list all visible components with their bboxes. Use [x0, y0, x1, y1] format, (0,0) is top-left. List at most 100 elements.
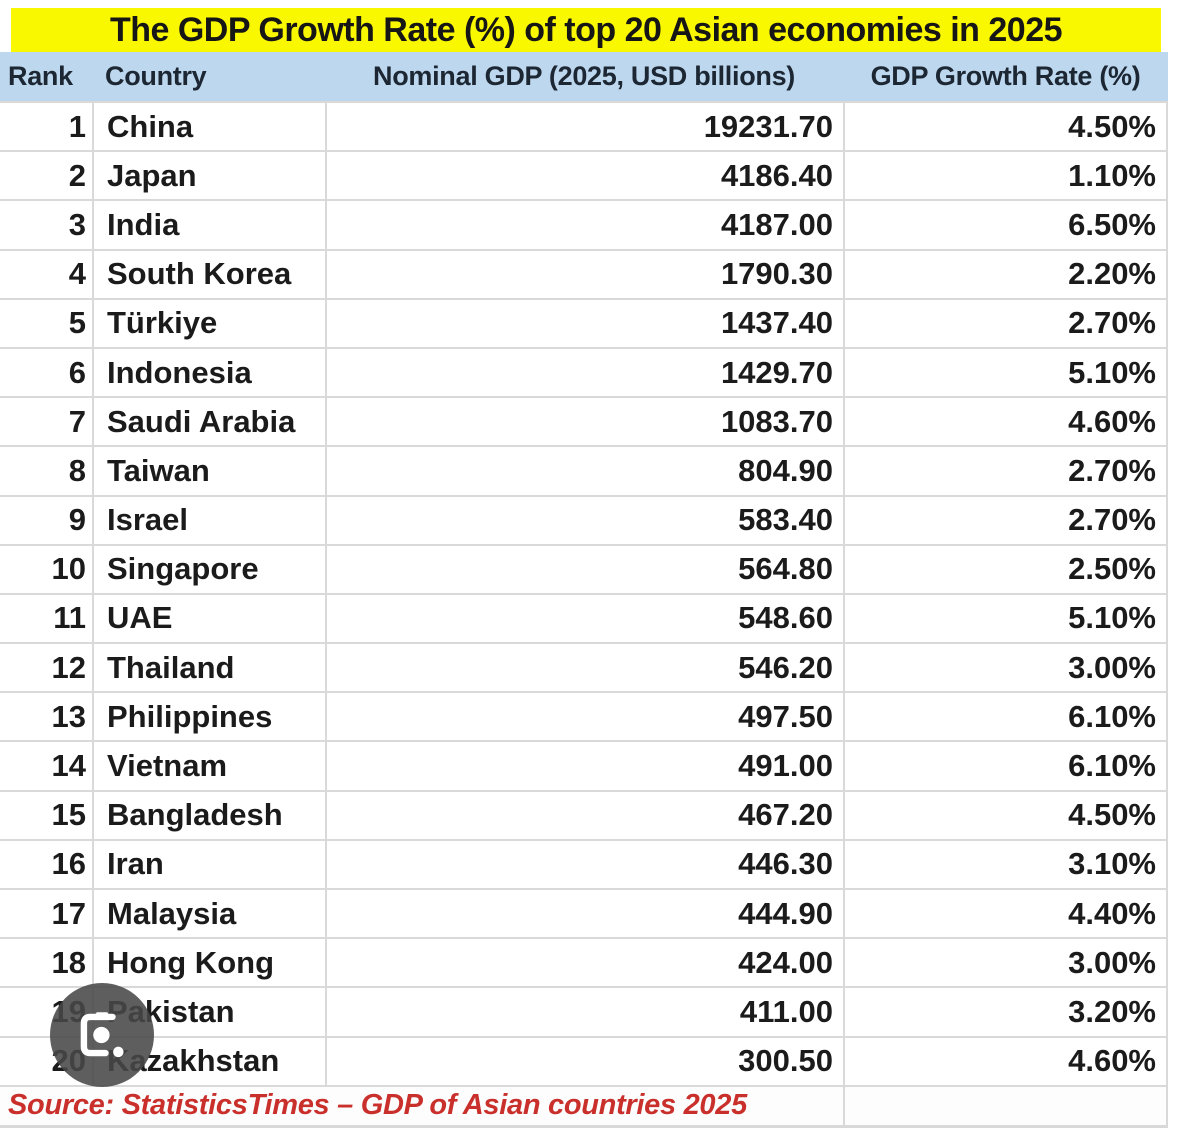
rank-cell: 14 — [51, 748, 86, 784]
rank-cell: 10 — [51, 551, 86, 587]
country-cell: Vietnam — [92, 742, 325, 790]
country-cell: Philippines — [92, 693, 325, 741]
growth-cell: 1.10% — [843, 152, 1168, 200]
growth-cell: 5.10% — [843, 348, 1168, 397]
growth-cell: 2.70% — [843, 447, 1168, 495]
rank-cell: 1 — [68, 108, 86, 144]
country-cell: Hong Kong — [92, 939, 325, 987]
table-row: 5 Türkiye 1437.40 2.70% — [0, 297, 1168, 347]
table-row: 4 South Korea 1790.30 2.20% — [0, 248, 1168, 298]
rank-cell: 2 — [68, 157, 86, 193]
growth-cell: 4.60% — [843, 1037, 1168, 1085]
gdp-cell: 583.40 — [325, 496, 843, 544]
country-cell: Taiwan — [92, 447, 325, 495]
country-cell: Japan — [92, 152, 325, 200]
table-row: 14 Vietnam 491.00 6.10% — [0, 740, 1168, 790]
growth-cell: 6.50% — [843, 201, 1168, 249]
column-header-growth-rate: GDP Growth Rate (%) — [870, 61, 1141, 91]
rank-cell: 4 — [68, 256, 86, 292]
growth-cell: 3.10% — [843, 840, 1168, 888]
growth-cell: 6.10% — [843, 742, 1168, 790]
title-bar: The GDP Growth Rate (%) of top 20 Asian … — [11, 8, 1161, 52]
gdp-cell: 411.00 — [325, 988, 843, 1036]
growth-cell: 5.10% — [843, 594, 1168, 643]
gdp-cell: 1437.40 — [325, 299, 843, 347]
growth-cell: 3.20% — [843, 988, 1168, 1036]
gdp-cell: 491.00 — [325, 742, 843, 790]
table-body: 1 China 19231.70 4.50% 2 Japan 4186.40 1… — [0, 101, 1168, 1085]
gdp-cell: 424.00 — [325, 939, 843, 987]
country-cell: Thailand — [92, 644, 325, 692]
table-row: 6 Indonesia 1429.70 5.10% — [0, 346, 1168, 397]
rank-cell: 5 — [68, 305, 86, 341]
gdp-cell: 1429.70 — [325, 348, 843, 397]
gdp-cell: 19231.70 — [325, 103, 843, 151]
table-row: 15 Bangladesh 467.20 4.50% — [0, 789, 1168, 839]
country-cell: Türkiye — [92, 299, 325, 347]
country-cell: Saudi Arabia — [92, 398, 325, 446]
table-row: 9 Israel 583.40 2.70% — [0, 494, 1168, 544]
gdp-cell: 804.90 — [325, 447, 843, 495]
gdp-cell: 4187.00 — [325, 201, 843, 249]
growth-cell: 4.50% — [843, 791, 1168, 839]
table-header: Rank Country Nominal GDP (2025, USD bill… — [0, 52, 1168, 101]
table-row: 12 Thailand 546.20 3.00% — [0, 642, 1168, 692]
gdp-cell: 546.20 — [325, 644, 843, 692]
growth-cell: 2.20% — [843, 250, 1168, 298]
table-row: 1 China 19231.70 4.50% — [0, 101, 1168, 151]
table-row: 19 Pakistan 411.00 3.20% — [0, 986, 1168, 1036]
country-cell: China — [92, 103, 325, 151]
gdp-cell: 564.80 — [325, 545, 843, 593]
country-cell: UAE — [92, 594, 325, 643]
table-row: 13 Philippines 497.50 6.10% — [0, 691, 1168, 741]
gdp-cell: 467.20 — [325, 791, 843, 839]
growth-cell: 3.00% — [843, 644, 1168, 692]
table-row: 17 Malaysia 444.90 4.40% — [0, 888, 1168, 938]
column-header-nominal-gdp: Nominal GDP (2025, USD billions) — [373, 61, 795, 91]
table-row: 7 Saudi Arabia 1083.70 4.60% — [0, 396, 1168, 446]
rank-cell: 18 — [51, 944, 86, 980]
table-row: 16 Iran 446.30 3.10% — [0, 838, 1168, 888]
rank-cell: 16 — [51, 846, 86, 882]
gdp-cell: 4186.40 — [325, 152, 843, 200]
table-row: 10 Singapore 564.80 2.50% — [0, 543, 1168, 593]
rank-cell: 7 — [68, 403, 86, 439]
rank-cell: 8 — [68, 452, 86, 488]
rank-cell: 3 — [68, 206, 86, 242]
growth-cell: 2.70% — [843, 299, 1168, 347]
country-cell: Indonesia — [92, 348, 325, 397]
table-footer: Source: StatisticsTimes – GDP of Asian c… — [0, 1084, 1168, 1128]
gdp-table: Rank Country Nominal GDP (2025, USD bill… — [0, 52, 1168, 1128]
growth-cell: 4.60% — [843, 398, 1168, 446]
country-cell: India — [92, 201, 325, 249]
gdp-cell: 1790.30 — [325, 250, 843, 298]
rank-cell: 6 — [68, 354, 86, 390]
country-cell: Bangladesh — [92, 791, 325, 839]
table-row: 18 Hong Kong 424.00 3.00% — [0, 937, 1168, 987]
country-cell: Iran — [92, 840, 325, 888]
growth-cell: 4.40% — [843, 890, 1168, 938]
table-row: 20 Kazakhstan 300.50 4.60% — [0, 1035, 1168, 1085]
country-cell: Malaysia — [92, 890, 325, 938]
google-lens-button[interactable] — [50, 983, 154, 1087]
gdp-cell: 1083.70 — [325, 398, 843, 446]
rank-cell: 17 — [51, 895, 86, 931]
growth-cell: 4.50% — [843, 103, 1168, 151]
gdp-cell: 444.90 — [325, 890, 843, 938]
gdp-cell: 300.50 — [325, 1037, 843, 1085]
table-row: 3 India 4187.00 6.50% — [0, 199, 1168, 249]
growth-cell: 3.00% — [843, 939, 1168, 987]
growth-cell: 2.70% — [843, 496, 1168, 544]
growth-cell: 2.50% — [843, 545, 1168, 593]
source-note: Source: StatisticsTimes – GDP of Asian c… — [8, 1089, 747, 1122]
page-title: The GDP Growth Rate (%) of top 20 Asian … — [109, 10, 1063, 49]
growth-cell: 6.10% — [843, 693, 1168, 741]
rank-cell: 9 — [68, 502, 86, 538]
rank-cell: 12 — [51, 649, 86, 685]
gdp-cell: 497.50 — [325, 693, 843, 741]
footer-spacer — [843, 1086, 1168, 1125]
table-row: 2 Japan 4186.40 1.10% — [0, 150, 1168, 200]
column-header-country: Country — [105, 61, 207, 91]
google-lens-camera-icon — [74, 1007, 130, 1063]
country-cell: South Korea — [92, 250, 325, 298]
